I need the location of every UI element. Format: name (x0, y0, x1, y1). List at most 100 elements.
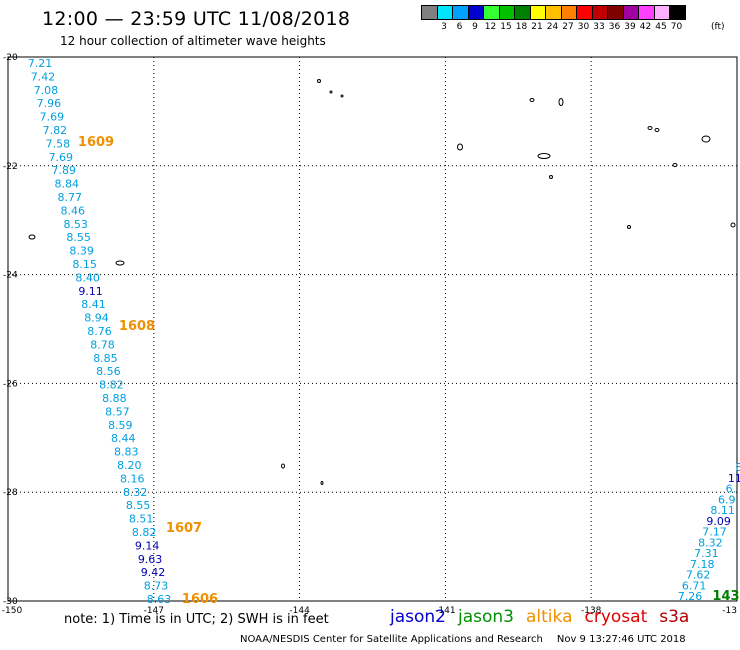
wave-height-value: 8.11 (710, 504, 735, 517)
island-outline (654, 128, 660, 132)
satellite-name: s3a (659, 607, 690, 627)
pass-time-label: 143 (712, 589, 739, 604)
island-outline (340, 94, 344, 98)
satellite-legend: jason2 jason3 altika cryosat s3a (390, 607, 701, 627)
legend-label: 6 (456, 22, 463, 32)
credit-line: NOAA/NESDIS Center for Satellite Applica… (240, 634, 686, 645)
wave-height-value: 8.53 (63, 218, 88, 231)
legend-label: 33 (593, 22, 605, 32)
wave-height-value: 7.26 (678, 590, 703, 603)
legend-label: 42 (639, 22, 652, 32)
wave-height-value: 7.17 (702, 526, 727, 539)
wave-height-value: 8.57 (105, 405, 130, 418)
latitude-label: -28 (3, 488, 18, 498)
legend-label: 27 (562, 22, 574, 32)
wave-height-value: 8.82 (99, 379, 124, 392)
map-frame (7, 56, 738, 602)
pass-time-label: 1609 (78, 135, 114, 150)
satellite-name: jason2 (390, 607, 446, 627)
wave-height-value: 8.94 (84, 312, 109, 325)
wave-height-value: 8.40 (75, 271, 100, 284)
longitude-label: -144 (289, 606, 310, 616)
legend-label: 15 (500, 22, 512, 32)
wave-height-value: 8.20 (117, 459, 142, 472)
wave-height-value: 9.42 (141, 566, 166, 579)
wave-height-value: 7.58 (46, 137, 71, 150)
wave-height-value: 8.63 (147, 593, 172, 606)
wave-height-value: 8.46 (60, 204, 85, 217)
wave-height-value: 8.82 (132, 526, 157, 539)
island-outline (549, 175, 553, 179)
island-outline (281, 463, 285, 469)
wave-height-value: 8.78 (90, 338, 115, 351)
wave-height-value: 8.51 (129, 513, 154, 526)
longitude-label: -150 (2, 606, 23, 616)
wave-height-value: 8.73 (144, 580, 169, 593)
wave-height-value: 7.21 (28, 57, 53, 70)
legend-label: 39 (624, 22, 636, 32)
footnote: note: 1) Time is in UTC; 2) SWH is in fe… (64, 612, 329, 627)
wave-height-value: 6.71 (682, 579, 707, 592)
wave-height-value: 8.15 (72, 258, 97, 271)
island-outline (320, 481, 324, 485)
credit-timestamp: Nov 9 13:27:46 UTC 2018 (556, 634, 686, 645)
legend-label: 9 (472, 22, 478, 32)
satellite-name: altika (526, 607, 573, 627)
wave-height-value: 8.16 (120, 472, 145, 485)
legend-label: 30 (577, 22, 590, 32)
legend-label: 21 (531, 22, 543, 32)
longitude-label: -141 (435, 606, 455, 616)
wave-height-value: 9.63 (138, 553, 163, 566)
island-outline (529, 98, 535, 102)
satellite-name: cryosat (584, 607, 648, 627)
island-outline (647, 126, 653, 130)
island-outline (28, 234, 36, 240)
wave-height-value: 9.11 (78, 285, 103, 298)
wave-height-value: 7.08 (34, 84, 59, 97)
map-title: 12:00 — 23:59 UTC 11/08/2018 (42, 8, 351, 30)
wave-height-value: 8.55 (66, 231, 91, 244)
longitude-label: -147 (144, 606, 164, 616)
wave-height-value: 8.41 (81, 298, 106, 311)
credit-org: NOAA/NESDIS Center for Satellite Applica… (240, 634, 543, 645)
wave-height-value: 8.77 (58, 191, 83, 204)
wave-height-value: 7.31 (694, 547, 719, 560)
legend-label: 36 (608, 22, 621, 32)
latitude-label: -20 (3, 53, 18, 63)
legend-label: 3 (441, 22, 447, 32)
wave-height-value: 7.69 (49, 151, 74, 164)
wave-height-value: 8.44 (111, 432, 136, 445)
wave-height-value: 7.69 (40, 111, 65, 124)
island-outline (672, 163, 678, 167)
wave-height-value: 8.83 (114, 446, 139, 459)
latitude-label: -26 (3, 379, 18, 389)
island-outline (457, 143, 463, 151)
wave-height-value: 7.82 (43, 124, 68, 137)
wave-height-value: 8.84 (55, 178, 80, 191)
island-outline (730, 222, 736, 228)
island-outline (329, 90, 333, 94)
island-outline (701, 135, 711, 143)
satellite-name: jason3 (458, 607, 514, 627)
legend-unit: (ft) (711, 22, 725, 32)
latitude-label: -24 (3, 271, 18, 281)
legend-label: 12 (484, 22, 497, 32)
longitude-label: -138 (581, 606, 602, 616)
wave-height-value: 8 (736, 461, 740, 474)
wave-height-value: 8.85 (93, 352, 118, 365)
pass-time-label: 1608 (119, 319, 155, 334)
wave-height-value: 8.32 (698, 536, 723, 549)
island-outline (317, 79, 321, 83)
wave-height-value: 7.62 (686, 569, 711, 582)
legend-labels: (ft) 3 6 9 12 15 18 21 24 27 30 33 36 39 42 45 70 (421, 20, 724, 34)
wave-height-value: 6. (726, 483, 737, 496)
wave-height-value: 8.39 (69, 245, 94, 258)
wave-height-value: 9.09 (706, 515, 731, 528)
wave-height-value: 9.14 (135, 539, 160, 552)
island-outline (537, 153, 551, 159)
latitude-label: -30 (3, 597, 18, 607)
latitude-label: -22 (3, 162, 18, 172)
island-outline (627, 225, 631, 229)
pass-time-label: 1606 (182, 592, 218, 607)
wave-height-value: 11 (728, 472, 740, 485)
